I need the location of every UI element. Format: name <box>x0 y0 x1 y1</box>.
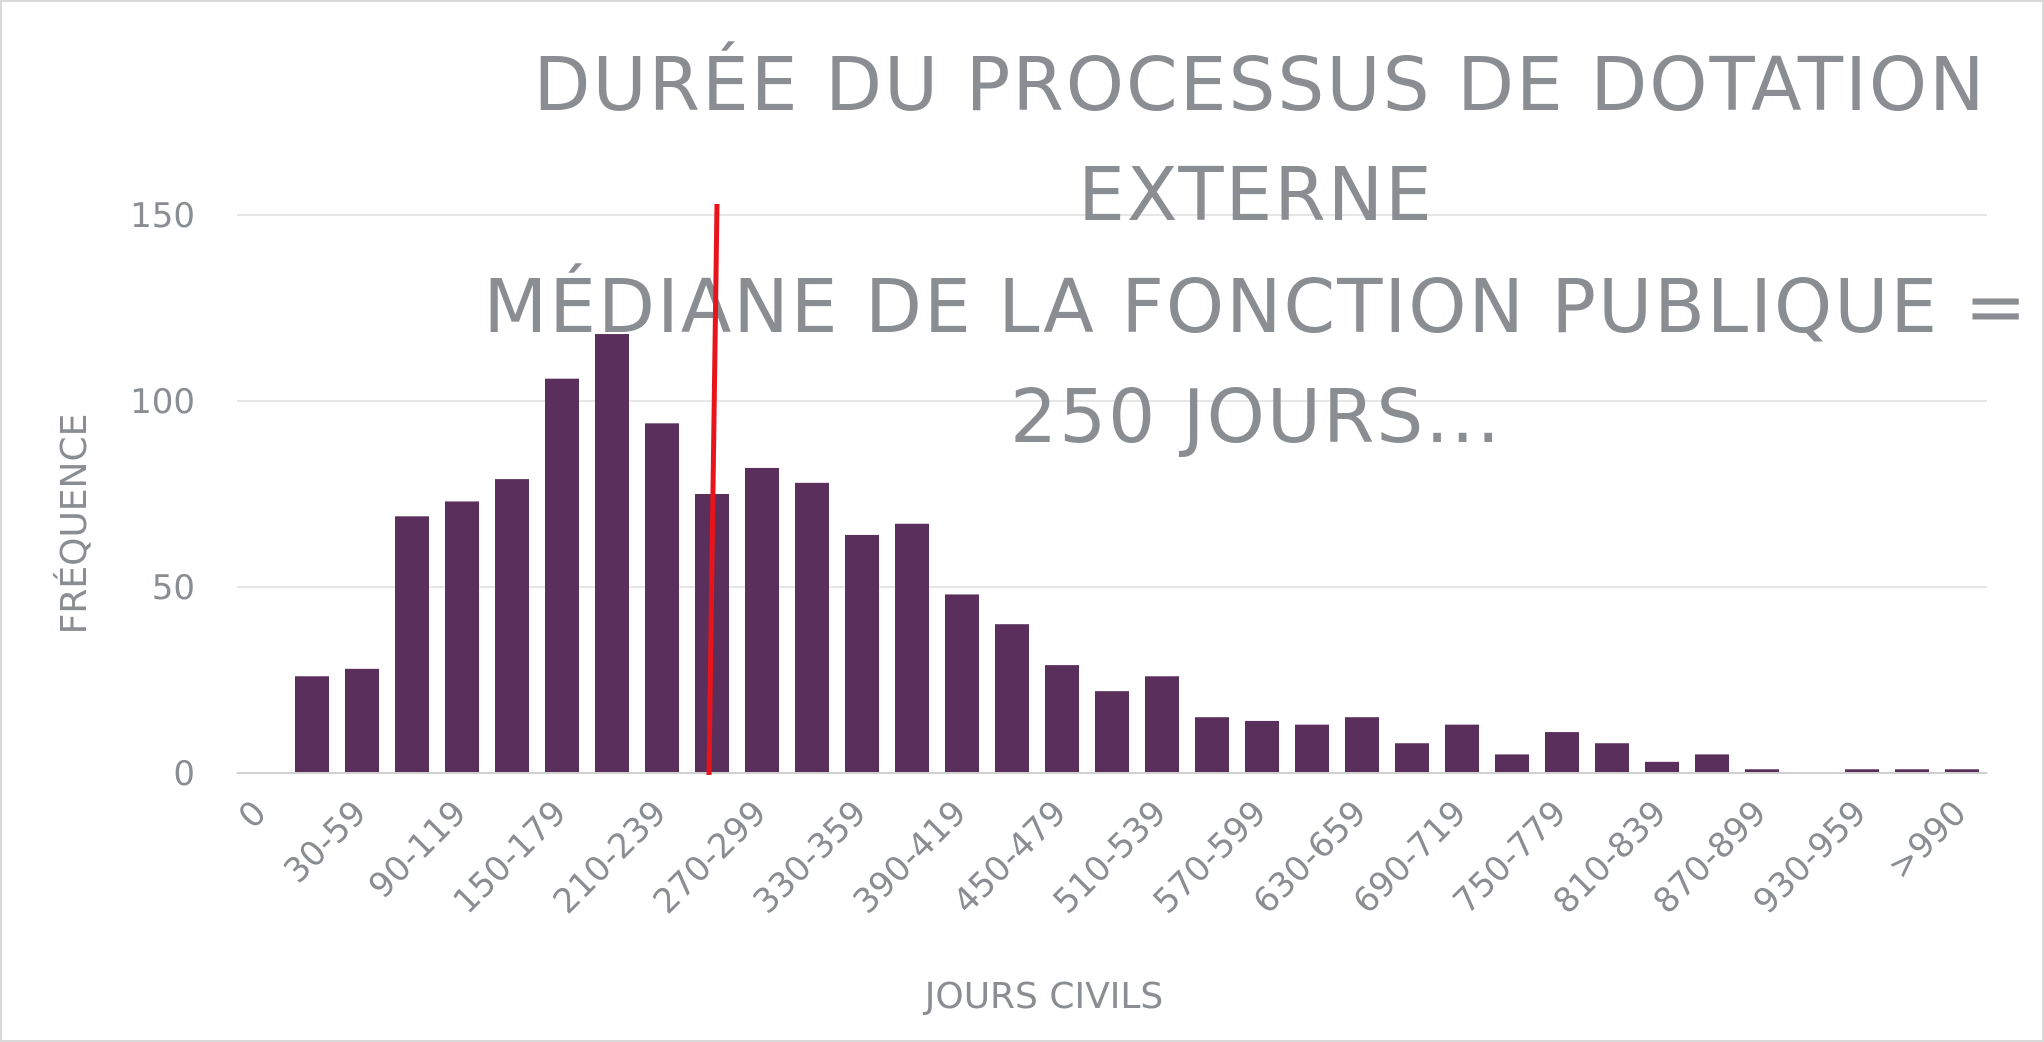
bar <box>1745 769 1779 773</box>
x-tick-label: 0 <box>231 793 275 837</box>
bar <box>1495 754 1529 773</box>
bar <box>1695 754 1729 773</box>
median-line <box>706 203 720 776</box>
bar <box>845 534 879 773</box>
bar <box>345 668 379 773</box>
title-line-1: DURÉE DU PROCESSUS DE DOTATION <box>533 40 1986 128</box>
chart-title: DURÉE DU PROCESSUS DE DOTATION EXTERNE M… <box>483 40 2028 460</box>
bar <box>1445 724 1479 773</box>
bar <box>1345 717 1379 773</box>
bar <box>1945 769 1979 773</box>
bar <box>595 334 629 773</box>
bar <box>445 501 479 773</box>
y-axis-ticks: 0 50 100 150 <box>130 196 195 794</box>
bar <box>1245 720 1279 773</box>
bar <box>1045 665 1079 773</box>
bar <box>1145 676 1179 773</box>
y-tick-label: 150 <box>130 196 195 236</box>
bar <box>795 482 829 773</box>
bar <box>1595 743 1629 773</box>
y-axis-title: FRÉQUENCE <box>53 414 95 635</box>
bar <box>945 594 979 773</box>
x-axis-ticks: 0 30-5990-119150-179210-239270-299330-359… <box>231 793 1975 922</box>
bar <box>745 467 779 773</box>
bar <box>645 423 679 773</box>
bar <box>1295 724 1329 773</box>
bar <box>1545 732 1579 773</box>
bars <box>295 334 1979 773</box>
bar <box>1095 691 1129 773</box>
bar <box>395 516 429 773</box>
bar <box>545 378 579 773</box>
title-line-3: MÉDIANE DE LA FONCTION PUBLIQUE = <box>483 262 2028 350</box>
x-tick-label: 30-59 <box>276 793 374 891</box>
y-tick-label: 100 <box>130 382 195 422</box>
title-line-4: 250 JOURS... <box>1010 374 1502 460</box>
bar <box>1895 769 1929 773</box>
bar <box>1195 717 1229 773</box>
bar <box>995 624 1029 773</box>
bar <box>1845 769 1879 773</box>
bar <box>495 479 529 773</box>
bar <box>1645 761 1679 773</box>
title-line-2: EXTERNE <box>1078 152 1434 238</box>
bar <box>1395 743 1429 773</box>
y-tick-label: 0 <box>173 754 195 794</box>
y-tick-label: 50 <box>152 568 195 608</box>
x-tick-label: >990 <box>1880 793 1974 887</box>
x-axis-title: JOURS CIVILS <box>923 976 1164 1017</box>
bar <box>295 676 329 773</box>
bar <box>895 523 929 773</box>
